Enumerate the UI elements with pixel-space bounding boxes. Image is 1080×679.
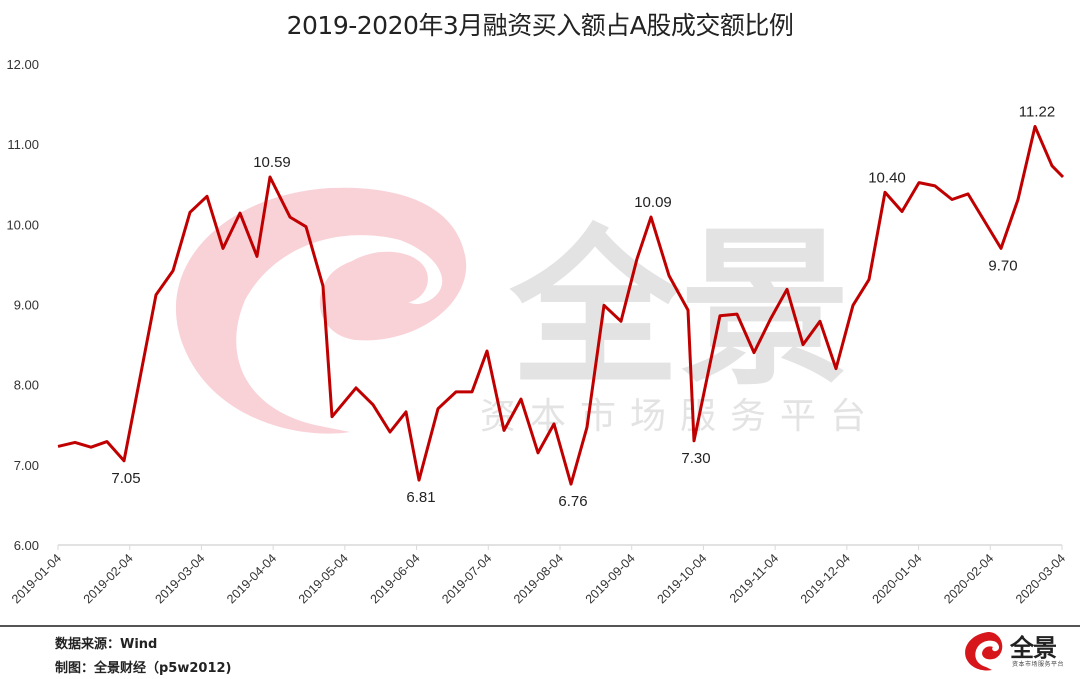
data-label: 6.76 (558, 493, 587, 510)
x-tick-label: 2020-02-04 (941, 551, 996, 606)
x-tick-label: 2019-01-04 (9, 551, 64, 606)
data-label: 7.05 (111, 470, 140, 487)
watermark-subtitle: 资本市场服务平台 (480, 396, 880, 437)
x-tick-label: 2019-02-04 (81, 551, 136, 606)
watermark-text: 全景 (509, 211, 850, 409)
x-tick-label: 2019-10-04 (654, 551, 709, 606)
x-tick-label: 2019-03-04 (152, 551, 207, 606)
x-tick-label: 2019-11-04 (727, 551, 781, 605)
logo-name: 全景 (1010, 634, 1057, 662)
data-label: 7.30 (681, 450, 710, 467)
logo-subtitle: 资本市场服务平台 (1012, 661, 1065, 668)
data-label: 10.09 (634, 194, 672, 211)
data-label: 6.81 (406, 489, 435, 506)
data-source: 数据来源：Wind (55, 637, 158, 652)
series-line (57, 125, 1065, 486)
x-tick-label: 2019-08-04 (511, 551, 566, 606)
data-label: 11.22 (1019, 104, 1055, 121)
data-label: 10.40 (868, 169, 906, 186)
y-tick-label: 10.00 (6, 217, 39, 232)
y-tick-label: 11.00 (7, 137, 39, 152)
x-tick-label: 2019-05-04 (296, 551, 351, 606)
y-tick-label: 7.00 (14, 458, 39, 473)
data-label: 10.59 (253, 154, 291, 171)
x-tick-label: 2019-09-04 (583, 551, 638, 606)
y-tick-label: 6.00 (14, 538, 39, 553)
x-tick-label: 2019-06-04 (368, 551, 423, 606)
x-tick-label: 2020-01-04 (870, 551, 925, 606)
chart-title: 2019-2020年3月融资买入额占A股成交额比例 (286, 11, 794, 40)
watermark-swirl-icon (175, 187, 467, 434)
x-tick-label: 2019-07-04 (439, 551, 494, 606)
y-tick-label: 8.00 (14, 378, 39, 393)
data-label: 9.70 (988, 257, 1017, 274)
x-tick-label: 2019-12-04 (798, 551, 853, 606)
x-tick-label: 2019-04-04 (224, 551, 279, 606)
chart-credit: 制图：全景财经（p5w2012) (55, 661, 232, 676)
quanjing-swirl-icon (965, 632, 1003, 671)
y-tick-label: 9.00 (14, 298, 39, 313)
data-series (57, 125, 1065, 486)
x-tick-label: 2020-03-04 (1013, 551, 1068, 606)
footer-divider (0, 625, 1080, 627)
data-annotations: 7.05 10.59 6.81 6.76 10.09 7.30 10.40 9.70 11.22 (111, 104, 1055, 511)
y-tick-label: 12.00 (6, 57, 39, 72)
